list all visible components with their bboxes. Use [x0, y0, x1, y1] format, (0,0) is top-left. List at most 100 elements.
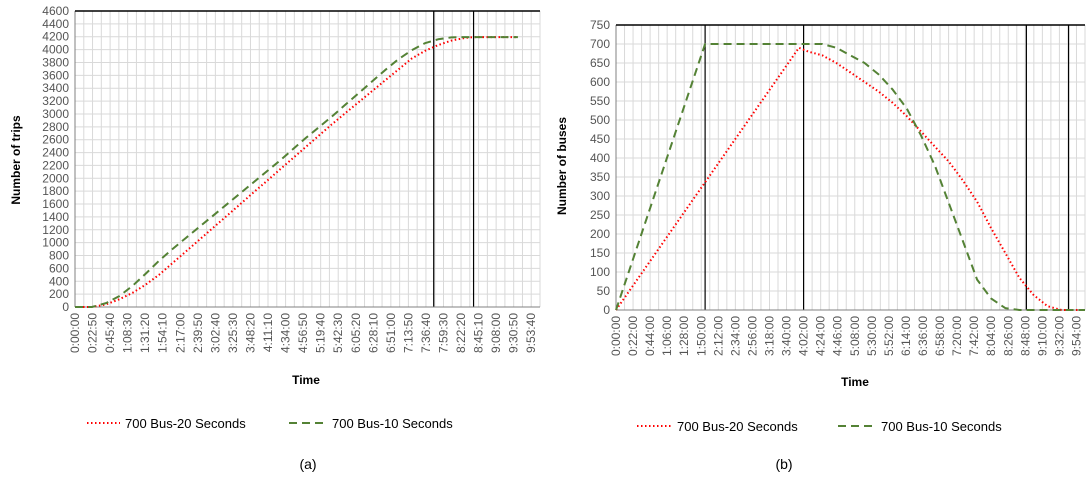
trips-y-tick-label: 2400 — [42, 146, 69, 160]
trips-y-tick-label: 4600 — [42, 4, 69, 18]
trips-legend: 700 Bus-20 Seconds 700 Bus-10 Seconds — [87, 416, 453, 431]
buses-x-tick-label: 5:30:00 — [865, 316, 879, 356]
buses-x-tick-label: 0:44:00 — [643, 316, 657, 356]
trips-x-tick-label: 7:36:40 — [419, 313, 433, 353]
legend-label-10s: 700 Bus-10 Seconds — [332, 416, 453, 431]
buses-y-tick-label: 500 — [590, 113, 610, 127]
trips-x-tick-label: 7:59:30 — [436, 313, 450, 353]
buses-y-tick-label: 400 — [590, 151, 610, 165]
trips-x-tick-label: 8:45:10 — [472, 313, 486, 353]
buses-y-tick-label: 350 — [590, 170, 610, 184]
trips-x-tick-label: 2:17:00 — [173, 313, 187, 353]
trips-x-tick-label: 7:13:50 — [401, 313, 415, 353]
buses-x-tick-label: 4:02:00 — [797, 316, 811, 356]
buses-legend: 700 Bus-20 Seconds 700 Bus-10 Seconds — [637, 419, 1002, 434]
trips-y-axis-title: Number of trips — [9, 115, 23, 205]
buses-y-axis-title: Number of buses — [555, 117, 569, 215]
trips-y-tick-label: 600 — [49, 261, 69, 275]
trips-x-tick-label: 4:56:50 — [296, 313, 310, 353]
trips-y-tick-label: 0 — [62, 300, 69, 314]
trips-x-tick-label: 4:34:00 — [279, 313, 293, 353]
buses-y-tick-label: 600 — [590, 75, 610, 89]
buses-x-tick-label: 8:04:00 — [984, 316, 998, 356]
trips-y-tick-label: 1800 — [42, 184, 69, 198]
trips-x-tick-label: 3:02:40 — [208, 313, 222, 353]
trips-y-tick-label: 2800 — [42, 120, 69, 134]
buses-x-ticks: 0:00:00 0:22:00 0:44:00 1:06:00 1:28:00 1:50:… — [609, 316, 1083, 356]
trips-vertical-markers — [433, 11, 475, 307]
trips-y-tick-label: 1400 — [42, 210, 69, 224]
trips-x-tick-label: 6:51:00 — [384, 313, 398, 353]
buses-x-tick-label: 9:54:00 — [1069, 316, 1083, 356]
trips-x-axis-title: Time — [292, 373, 320, 387]
buses-x-tick-label: 2:12:00 — [711, 316, 725, 356]
buses-series — [615, 43, 1085, 311]
buses-x-tick-label: 3:18:00 — [762, 316, 776, 356]
buses-x-tick-label: 6:36:00 — [916, 316, 930, 356]
trips-x-tick-label: 1:31:20 — [138, 313, 152, 353]
buses-x-tick-label: 5:52:00 — [882, 316, 896, 356]
buses-y-tick-label: 750 — [590, 18, 610, 32]
trips-x-tick-label: 6:05:20 — [349, 313, 363, 353]
buses-y-tick-label: 550 — [590, 94, 610, 108]
buses-x-tick-label: 9:32:00 — [1052, 316, 1066, 356]
buses-x-tick-label: 1:28:00 — [677, 316, 691, 356]
chart-trips: 0200400600800100012001400160018002000220… — [9, 4, 541, 472]
trips-x-tick-label: 1:08:30 — [121, 313, 135, 353]
trips-series-line-10s — [75, 36, 518, 308]
trips-y-tick-label: 800 — [49, 249, 69, 263]
trips-x-tick-label: 2:39:50 — [191, 313, 205, 353]
buses-y-tick-label: 50 — [597, 284, 611, 298]
buses-y-tick-label: 700 — [590, 37, 610, 51]
buses-x-tick-label: 2:34:00 — [728, 316, 742, 356]
buses-x-tick-label: 1:06:00 — [660, 316, 674, 356]
buses-x-tick-label: 2:56:00 — [745, 316, 759, 356]
trips-y-tick-label: 4000 — [42, 43, 69, 57]
legend-label-20s: 700 Bus-20 Seconds — [677, 419, 798, 434]
trips-y-tick-label: 2600 — [42, 133, 69, 147]
buses-x-tick-label: 4:24:00 — [814, 316, 828, 356]
buses-y-tick-label: 300 — [590, 189, 610, 203]
buses-x-tick-label: 0:00:00 — [609, 316, 623, 356]
trips-x-tick-label: 8:22:20 — [454, 313, 468, 353]
trips-y-tick-label: 2200 — [42, 158, 69, 172]
trips-x-tick-label: 0:00:00 — [68, 313, 82, 353]
buses-series-line-20s — [615, 46, 1085, 311]
buses-y-tick-label: 100 — [590, 265, 610, 279]
trips-x-tick-label: 9:53:40 — [524, 313, 538, 353]
buses-y-ticks: 0 50 100 150 200 250 300 350 400 450 500 550 600 650 7… — [590, 18, 610, 317]
trips-x-tick-label: 5:42:30 — [331, 313, 345, 353]
buses-x-tick-label: 7:42:00 — [967, 316, 981, 356]
trips-x-tick-label: 0:45:40 — [103, 313, 117, 353]
buses-grid — [615, 24, 1086, 311]
buses-y-tick-label: 250 — [590, 208, 610, 222]
buses-x-axis-title: Time — [841, 375, 869, 389]
trips-y-tick-label: 400 — [49, 274, 69, 288]
buses-x-tick-label: 8:26:00 — [1001, 316, 1015, 356]
buses-x-tick-label: 3:40:00 — [780, 316, 794, 356]
trips-x-tick-label: 4:11:10 — [261, 313, 275, 352]
trips-x-tick-label: 1:54:10 — [156, 313, 170, 353]
trips-y-tick-label: 3800 — [42, 55, 69, 69]
buses-y-tick-label: 0 — [603, 303, 610, 317]
trips-y-tick-label: 3400 — [42, 81, 69, 95]
buses-x-tick-label: 4:46:00 — [831, 316, 845, 356]
buses-series-line-10s — [615, 43, 1085, 311]
trips-y-tick-label: 1600 — [42, 197, 69, 211]
buses-y-tick-label: 650 — [590, 56, 610, 70]
buses-x-tick-label: 7:20:00 — [950, 316, 964, 356]
trips-y-tick-label: 3600 — [42, 68, 69, 82]
buses-x-tick-label: 9:10:00 — [1035, 316, 1049, 356]
trips-y-tick-label: 3000 — [42, 107, 69, 121]
buses-x-tick-label: 8:48:00 — [1018, 316, 1032, 356]
buses-axes — [615, 24, 1085, 311]
buses-x-tick-label: 5:08:00 — [848, 316, 862, 356]
buses-y-tick-label: 200 — [590, 227, 610, 241]
trips-y-tick-label: 1200 — [42, 223, 69, 237]
trips-x-tick-label: 6:28:10 — [366, 313, 380, 353]
buses-x-tick-label: 1:50:00 — [694, 316, 708, 356]
buses-caption: (b) — [775, 456, 792, 472]
trips-x-ticks: 0:00:00 0:22:50 0:45:40 1:08:30 1:31:20 1:54:… — [68, 313, 538, 353]
chart-buses: 0 50 100 150 200 250 300 350 400 450 500 550 600 650 7… — [555, 18, 1086, 472]
